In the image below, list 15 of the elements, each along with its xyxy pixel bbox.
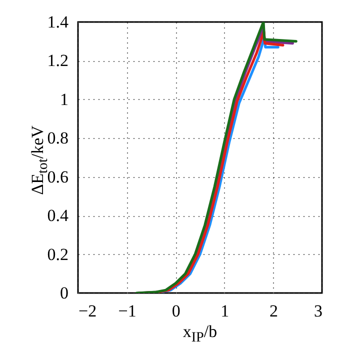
y-tick-label: 0 — [60, 284, 68, 302]
y-tick-label: 1.4 — [47, 12, 69, 32]
x-tick-label: 1 — [220, 302, 230, 320]
x-axis-title: x$_{IP}$/b — [182, 322, 218, 346]
y-tick-label: 0.2 — [47, 244, 68, 264]
y-tick-label: 1.2 — [47, 51, 68, 70]
x-tick-label: −1 — [118, 302, 136, 320]
x-tick-label: −2 — [78, 302, 97, 320]
y-tick-label: 0.4 — [47, 206, 69, 226]
x-tick-label: 0 — [172, 302, 180, 320]
y-tick-label: 0.8 — [47, 128, 68, 148]
x-tick-label: 2 — [269, 302, 278, 320]
y-tick-label: 0.6 — [47, 167, 68, 186]
x-tick-label: 3 — [314, 302, 322, 320]
y-tick-label: 1 — [60, 90, 68, 109]
